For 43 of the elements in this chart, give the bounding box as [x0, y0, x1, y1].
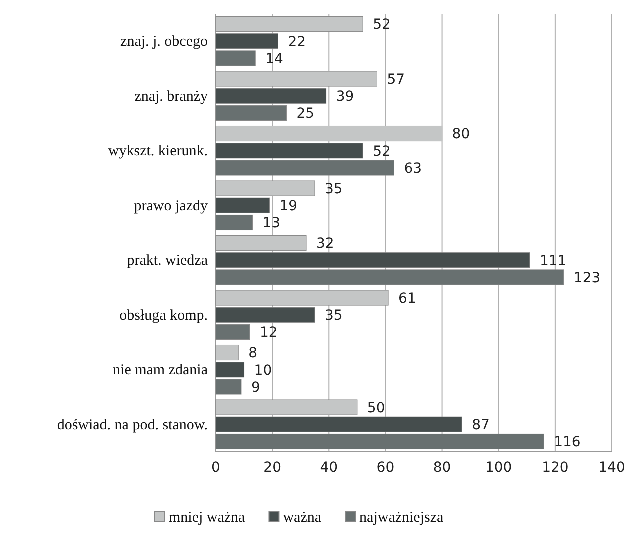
y-tick-label: doświad. na pod. stanow. [57, 417, 208, 434]
data-label: 39 [336, 89, 354, 106]
data-label: 116 [554, 434, 581, 451]
data-label: 57 [387, 72, 406, 88]
y-tick-label: prawo jazdy [134, 198, 208, 214]
y-tick-label: obsługa komp. [120, 308, 208, 324]
data-label: 19 [280, 198, 298, 215]
y-tick-label: wykszt. kierunk. [108, 144, 208, 160]
legend-label: ważna [283, 510, 322, 526]
y-tick-label: znaj. j. obcego [120, 34, 208, 50]
data-label: 35 [325, 181, 343, 198]
x-tick-label: 0 [212, 460, 220, 476]
data-label: 22 [288, 34, 306, 50]
data-label: 50 [367, 400, 386, 416]
data-label: 35 [325, 308, 343, 324]
data-label: 32 [316, 236, 334, 252]
x-tick-label: 40 [320, 460, 338, 476]
data-label: 123 [574, 270, 601, 286]
data-label: 87 [472, 418, 490, 434]
y-tick-label: nie mam zdania [113, 362, 208, 379]
data-label: 8 [248, 346, 258, 362]
legend-label: najważniejsza [360, 510, 444, 526]
data-label: 61 [398, 290, 416, 307]
data-label: 63 [404, 160, 422, 177]
x-tick-label: 80 [433, 460, 452, 476]
x-tick-label: 100 [485, 460, 512, 476]
x-tick-label: 60 [376, 460, 395, 476]
data-label: 52 [373, 17, 391, 34]
y-tick-label: prakt. wiedza [127, 253, 208, 270]
legend-label: mniej ważna [169, 510, 246, 526]
data-label: 10 [254, 362, 272, 379]
data-label: 9 [251, 380, 260, 396]
x-tick-label: 140 [598, 460, 626, 476]
data-label: 80 [452, 126, 470, 143]
data-label: 14 [266, 51, 284, 68]
data-label: 13 [262, 216, 281, 232]
data-label: 52 [373, 144, 391, 160]
y-tick-label: znaj. branży [134, 88, 208, 105]
x-tick-label: 20 [264, 460, 282, 476]
x-tick-label: 120 [542, 460, 569, 476]
data-label: 12 [260, 325, 278, 342]
data-label: 111 [540, 253, 567, 270]
data-label: 25 [296, 106, 315, 122]
